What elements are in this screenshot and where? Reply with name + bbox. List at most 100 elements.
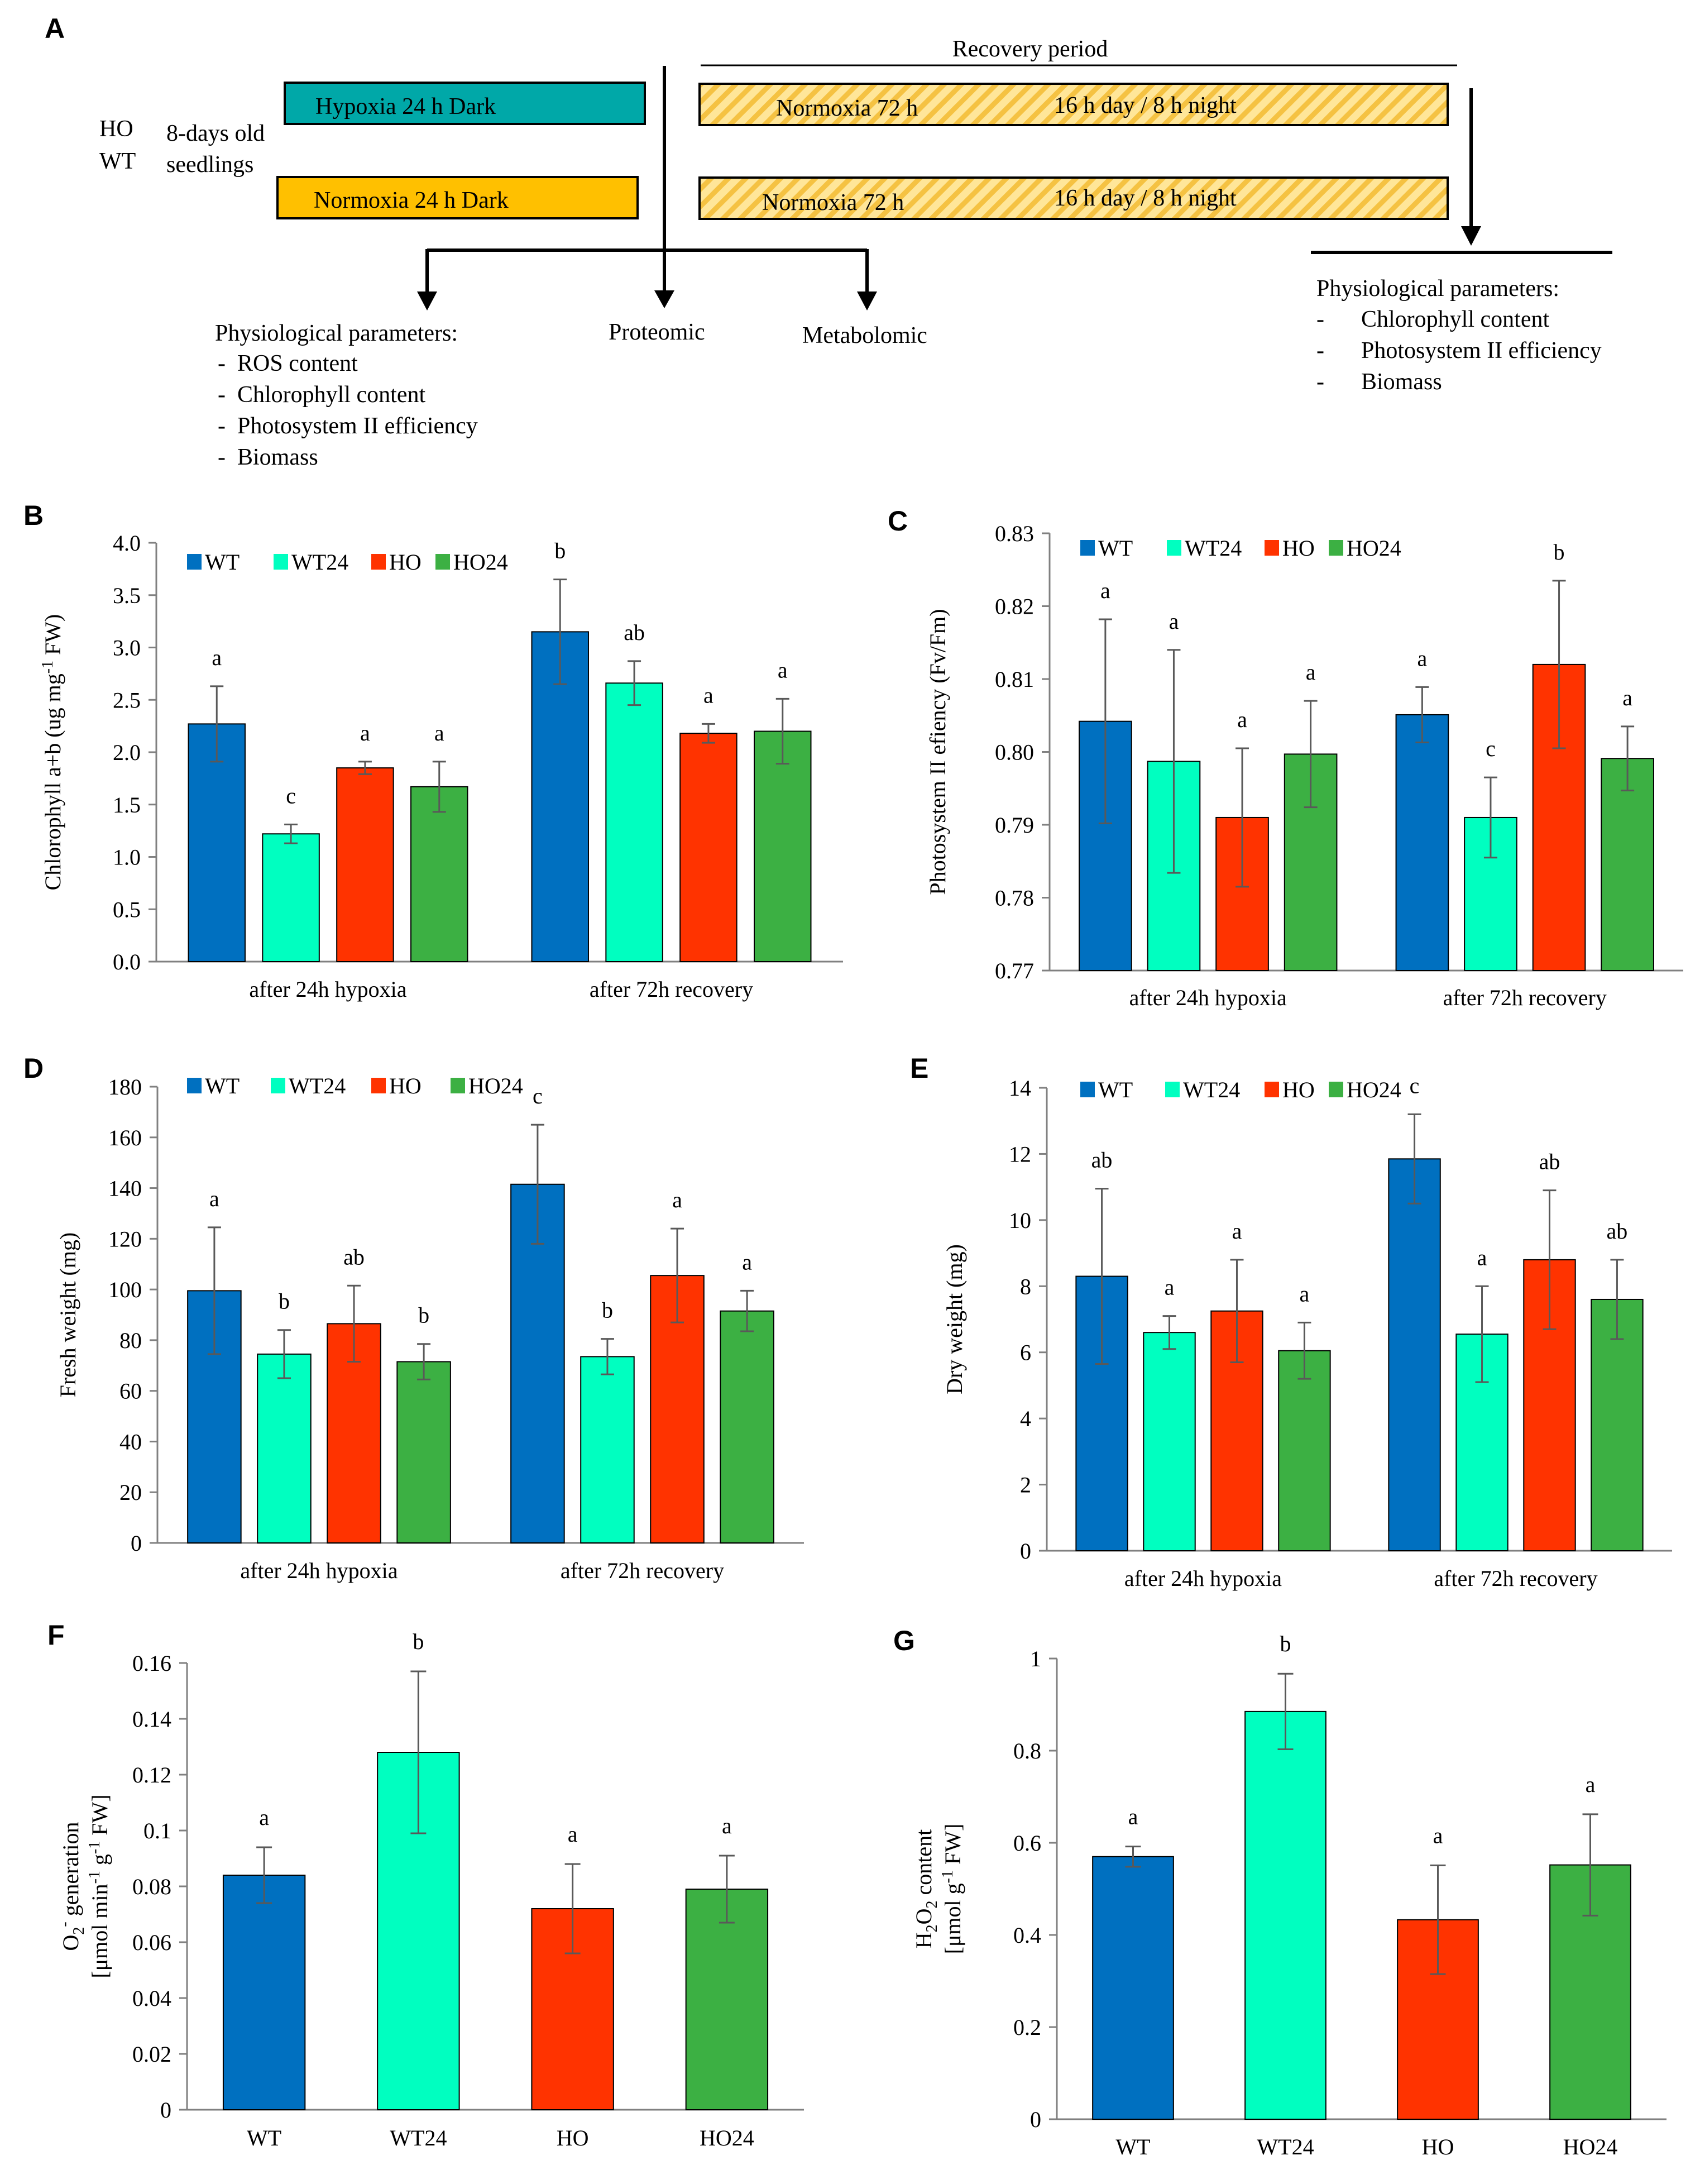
bar-wt24 — [1244, 1710, 1327, 2120]
y-axis-title: O2- generation — [56, 1822, 88, 1951]
y-axis-unit: [μmol g-1 FW] — [939, 1824, 965, 1954]
panel-f: F 0 0.02 0.04 0.06 0.08 0.1 0.12 0.14 0.16 O2- ge… — [47, 1619, 804, 2150]
y-axis-title-part: Dry weight (mg) — [942, 1244, 967, 1394]
legend-swatch-ho — [371, 1078, 386, 1093]
legend-swatch-wt — [187, 1078, 202, 1093]
y-tick-label: 0.06 — [132, 1930, 171, 1955]
y-axis-title: Dry weight (mg) — [942, 1244, 967, 1394]
y-tick-label: 0 — [1030, 2107, 1041, 2132]
y-axis-unit-part: g — [87, 1854, 112, 1871]
bar-wt — [222, 1875, 306, 2110]
y-axis-title-part: content — [911, 1829, 936, 1901]
y-tick-label: 2 — [1020, 1473, 1031, 1498]
y-tick-label: 8 — [1020, 1274, 1031, 1299]
bar-wt24 — [1143, 1332, 1196, 1552]
physio-list: - ROS content - Chlorophyll content - Ph… — [218, 351, 478, 470]
y-axis-unit-part: [μmol min — [87, 1884, 112, 1978]
legend-label: HO24 — [1347, 1077, 1401, 1102]
x-category-label: WT24 — [390, 2125, 447, 2150]
legend-swatch-wt24 — [271, 1078, 285, 1093]
significance-letter: b — [413, 1629, 424, 1654]
svg-text:-: - — [218, 413, 226, 439]
y-axis-title-part: H — [911, 1932, 936, 1948]
legend-swatch-ho24 — [1329, 1082, 1343, 1097]
y-tick-label: 0.79 — [995, 813, 1034, 838]
legend-label: WT24 — [1183, 1077, 1240, 1102]
significance-letter: a — [212, 645, 222, 670]
y-axis-title-part: 2 — [70, 1927, 88, 1935]
bar-ho24 — [410, 786, 468, 962]
x-category-label: WT24 — [1257, 2134, 1314, 2159]
legend-label: HO24 — [453, 549, 508, 575]
y-tick-label: 0 — [160, 2097, 171, 2123]
significance-letter: ab — [343, 1244, 365, 1269]
bar-wt24 — [262, 833, 320, 962]
x-category-label: WT — [1115, 2134, 1150, 2159]
y-tick-label: 60 — [119, 1379, 142, 1404]
bar-wt — [531, 631, 589, 962]
physio-item: Biomass — [237, 445, 318, 470]
panel-e: E 0 2 4 6 8 10 12 14 Dry weight (mg) WT WT24 HO HO24… — [910, 1053, 1672, 1591]
significance-letter: b — [279, 1289, 290, 1314]
y-tick-label: 0.2 — [1013, 2015, 1041, 2040]
y-tick-label: 0.08 — [132, 1874, 171, 1899]
significance-letter: a — [568, 1822, 578, 1847]
significance-letter: a — [1165, 1275, 1175, 1300]
x-category-label: after 24h hypoxia — [240, 1558, 398, 1583]
seedlings-line1: 8-days old — [166, 121, 265, 146]
significance-letter: ab — [1091, 1148, 1113, 1173]
y-tick-label: 0.14 — [132, 1707, 171, 1732]
legend-label: WT24 — [289, 1073, 346, 1098]
recovery-row2-right: 16 h day / 8 h night — [1054, 185, 1237, 211]
physio-item: Photosystem II efficiency — [237, 413, 478, 439]
y-tick-label: 0.02 — [132, 2042, 171, 2067]
y-axis-title-sup: -1 — [39, 661, 56, 673]
y-tick-label: 0.82 — [995, 594, 1034, 619]
x-category-label: after 72h recovery — [561, 1558, 724, 1583]
recovery-box-normoxia — [698, 176, 1449, 220]
significance-letter: c — [533, 1083, 543, 1108]
legend-label: WT — [205, 1073, 240, 1098]
significance-letter: a — [1622, 685, 1632, 710]
legend-label: WT24 — [1185, 536, 1242, 561]
y-tick-label: 0.16 — [132, 1651, 171, 1676]
significance-letter: a — [1433, 1823, 1443, 1848]
legend-swatch-wt24 — [1167, 540, 1181, 556]
svg-text:-: - — [218, 382, 226, 408]
significance-letter: a — [672, 1187, 682, 1212]
bar-wt24 — [580, 1356, 635, 1543]
bar-ho24 — [754, 730, 812, 962]
y-tick-label: 4 — [1020, 1406, 1031, 1431]
significance-letter: ab — [1539, 1149, 1560, 1174]
y-tick-label: 0 — [131, 1531, 142, 1556]
y-tick-label: 1.5 — [113, 792, 141, 818]
y-axis-unit-part: -1 — [939, 1870, 956, 1883]
legend-swatch-ho24 — [435, 554, 450, 570]
y-tick-label: 0.6 — [1013, 1831, 1041, 1856]
y-axis-unit-part: FW] — [87, 1794, 112, 1841]
x-category-label: after 24h hypoxia — [1129, 985, 1287, 1010]
bar-wt — [188, 723, 246, 962]
bar-ho24 — [1601, 758, 1654, 971]
significance-letter: a — [722, 1813, 732, 1838]
legend-label: WT — [1098, 536, 1133, 561]
significance-letter: a — [1417, 646, 1427, 671]
y-tick-label: 140 — [108, 1176, 142, 1201]
y-axis-title: Fresh weight (mg) — [55, 1232, 80, 1398]
bar-ho — [336, 767, 394, 962]
y-axis-unit: [μmol min-1 g-1 FW] — [86, 1794, 112, 1978]
y-tick-label: 14 — [1009, 1076, 1031, 1101]
legend-swatch-wt — [1080, 1082, 1095, 1097]
significance-letter: a — [1300, 1281, 1310, 1306]
legend-swatch-wt24 — [1165, 1082, 1180, 1097]
panel-letter-e: E — [910, 1053, 928, 1084]
proteomic-label: Proteomic — [609, 319, 705, 345]
significance-letter: b — [418, 1303, 429, 1328]
y-axis-unit-part: -1 — [86, 1871, 103, 1884]
y-tick-label: 0.81 — [995, 667, 1034, 692]
bar-wt — [1092, 1856, 1174, 2120]
bar-wt — [1395, 714, 1449, 971]
y-tick-label: 180 — [108, 1074, 142, 1100]
svg-text:-: - — [218, 351, 226, 376]
